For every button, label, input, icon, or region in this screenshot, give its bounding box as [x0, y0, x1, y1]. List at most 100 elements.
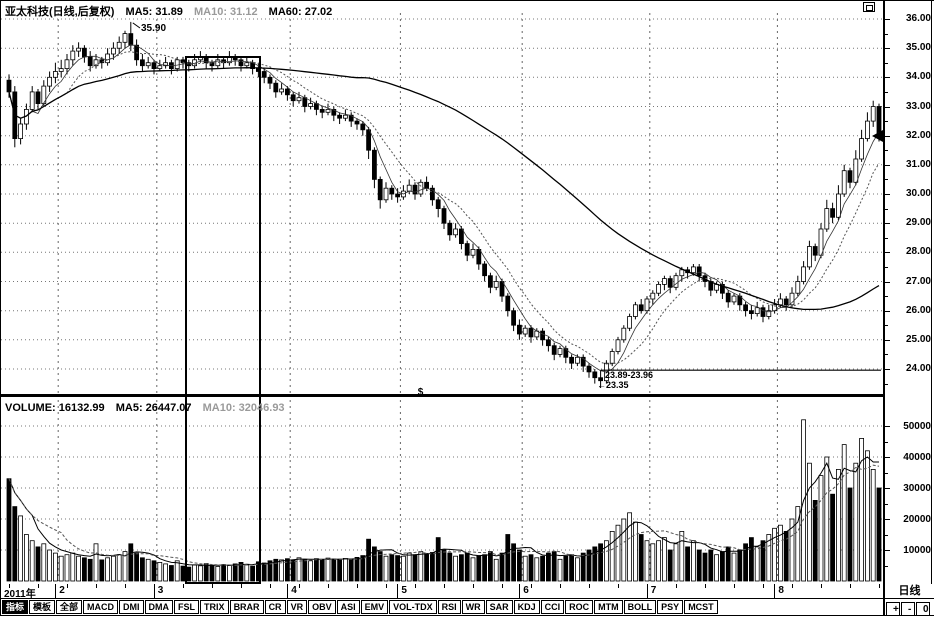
indicator-button-emv[interactable]: EMV — [360, 600, 389, 614]
time-axis-tick — [270, 584, 271, 588]
volume-pane[interactable]: VOLUME: 16132.99 MA5: 26447.07 MA10: 320… — [1, 400, 883, 583]
price-axis-label: 34.00 — [905, 71, 931, 83]
axis-tick — [885, 457, 890, 458]
indicator-button-mcst[interactable]: MCST — [684, 600, 718, 614]
time-axis-label: 5 — [401, 585, 407, 596]
time-axis-label: 7 — [650, 585, 657, 596]
axis-tick — [885, 519, 890, 520]
axis-tick — [885, 252, 890, 254]
axis-minor-tick — [885, 472, 888, 474]
price-axis-label: 30.00 — [905, 188, 931, 199]
indicator-button-boll[interactable]: BOLL — [623, 600, 657, 614]
price-axis-label: 27.00 — [905, 275, 931, 287]
gap-range-annotation: 23.89-23.96 — [605, 370, 654, 380]
indicator-button-roc[interactable]: ROC — [565, 600, 594, 614]
month-separator — [153, 584, 155, 599]
axis-minor-tick — [885, 91, 888, 93]
period-selector[interactable]: 日线 — [883, 584, 934, 599]
axis-tick — [885, 77, 890, 79]
month-separator — [646, 584, 648, 599]
axis-tick — [885, 223, 890, 225]
instrument-title: 亚太科技(日线,后复权) — [5, 6, 115, 18]
price-chart-pane[interactable]: $ 亚太科技(日线,后复权) MA5: 31.89 MA10: 31.12 MA… — [1, 1, 883, 397]
price-axis-label: 32.00 — [905, 129, 931, 141]
axis-tick — [885, 281, 890, 283]
time-axis-tick — [792, 584, 793, 588]
month-separator — [774, 584, 776, 599]
time-axis-tick — [444, 584, 445, 588]
indicator-button-trix[interactable]: TRIX — [200, 600, 229, 614]
price-axis-label: 24.00 — [905, 363, 931, 374]
axis-minor-tick — [885, 33, 888, 35]
indicator-button-mtm[interactable]: MTM — [594, 600, 623, 614]
time-axis-tick — [154, 584, 155, 588]
volume-value: VOLUME: 16132.99 — [5, 402, 105, 414]
time-axis-tick — [850, 584, 851, 588]
time-axis-tick — [618, 584, 619, 588]
time-axis-tick — [415, 584, 416, 588]
restore-window-icon[interactable] — [863, 2, 875, 12]
indicator-button-cr[interactable]: CR — [264, 600, 286, 614]
month-separator — [287, 584, 289, 599]
candlestick-chart[interactable]: $ — [1, 1, 883, 397]
indicator-button-vol-tdx[interactable]: VOL-TDX — [389, 600, 437, 614]
time-axis-tick — [647, 584, 648, 588]
indicator-button-cci[interactable]: CCI — [540, 600, 565, 614]
indicator-button-模板[interactable]: 模板 — [29, 600, 56, 614]
indicator-button-sar[interactable]: SAR — [485, 600, 513, 614]
annotation-highlight-box — [185, 56, 261, 584]
axis-tick — [885, 194, 890, 195]
time-axis-tick — [821, 584, 822, 588]
axis-minor-tick — [885, 237, 888, 239]
time-axis-tick — [502, 584, 503, 588]
axis-tick — [885, 19, 890, 20]
axis-minor-tick — [885, 179, 888, 181]
indicator-button-vr[interactable]: VR — [286, 600, 308, 614]
indicator-button-macd[interactable]: MACD — [83, 600, 119, 614]
time-axis-tick — [560, 584, 561, 588]
axis-tick — [885, 310, 890, 312]
volume-title-row: VOLUME: 16132.99 MA5: 26447.07 MA10: 320… — [5, 402, 293, 414]
zoom-reset-button[interactable]: 0 — [916, 602, 930, 616]
time-axis: 2011年 2 3 4 5 6 7 8 — [1, 584, 883, 600]
indicator-button-dma[interactable]: DMA — [144, 600, 174, 614]
zoom-controls: + -0 — [883, 599, 934, 616]
axis-minor-tick — [885, 534, 888, 536]
price-axis-label: 31.00 — [905, 158, 931, 170]
volume-axis-label: 30000 — [903, 483, 931, 494]
axis-tick — [885, 488, 890, 489]
indicator-button-wr[interactable]: WR — [461, 600, 485, 614]
ma60-value: MA60: 27.02 — [268, 6, 333, 18]
indicator-button-asi[interactable]: ASI — [336, 600, 360, 614]
indicator-button-fsl[interactable]: FSL — [174, 600, 200, 614]
time-axis-tick — [125, 584, 126, 588]
axis-minor-tick — [885, 266, 888, 268]
axis-minor-tick — [885, 441, 888, 443]
time-axis-label: 2011年 — [4, 589, 36, 600]
axis-minor-tick — [885, 325, 888, 327]
indicator-button-全部[interactable]: 全部 — [56, 600, 83, 614]
time-axis-label: 3 — [157, 585, 164, 596]
zoom-in-button[interactable]: + — [886, 602, 900, 616]
low-price-annotation: ←23.35 — [597, 380, 629, 390]
time-axis-tick — [386, 584, 387, 588]
time-axis-tick — [734, 584, 735, 588]
indicator-button-obv[interactable]: OBV — [308, 600, 336, 614]
time-axis-tick — [9, 584, 10, 588]
axis-tick — [885, 369, 890, 370]
indicator-button-brar[interactable]: BRAR — [229, 600, 264, 614]
axis-tick — [885, 106, 890, 108]
peak-price-annotation: 35.90 — [141, 23, 167, 34]
indicator-button-rsi[interactable]: RSI — [437, 600, 461, 614]
ma5-value: MA5: 31.89 — [125, 6, 183, 18]
indicator-button-psy[interactable]: PSY — [657, 600, 684, 614]
indicator-button-dmi[interactable]: DMI — [119, 600, 144, 614]
volume-ma10-value: MA10: 32046.93 — [202, 402, 285, 414]
time-axis-tick — [38, 584, 39, 588]
volume-chart[interactable] — [1, 400, 883, 583]
zoom-out-button[interactable]: - — [901, 602, 915, 616]
indicator-button-kdj[interactable]: KDJ — [513, 600, 540, 614]
indicator-button-指标[interactable]: 指标 — [2, 600, 29, 614]
time-axis-tick — [531, 584, 532, 588]
volume-ma5-value: MA5: 26447.07 — [115, 402, 192, 414]
